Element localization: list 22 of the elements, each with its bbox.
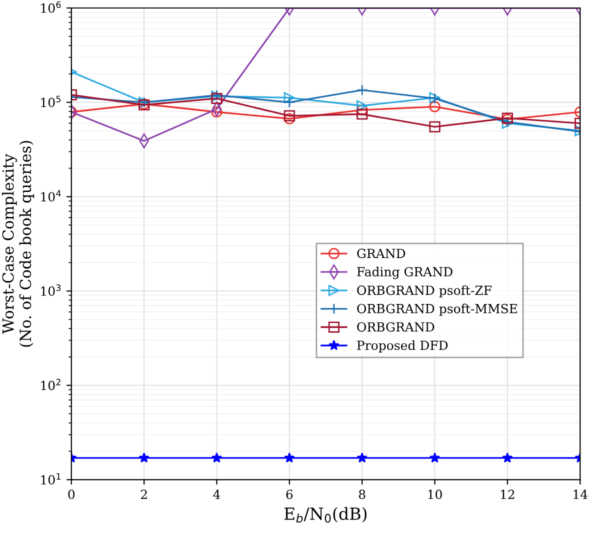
x-tick-label: 4 [213, 490, 220, 499]
legend-label: GRAND [357, 248, 406, 258]
x-tick-label: 14 [574, 490, 588, 499]
legend-label: ORBGRAND psoft-MMSE [357, 304, 517, 316]
y-tick-label: 10$^{2}$ [41, 378, 60, 390]
x-tick-label: 6 [286, 490, 293, 500]
legend-label: Fading GRAND [357, 266, 452, 280]
y-tick-label: 10$^{1}$ [41, 473, 60, 485]
y-tick-label: 10$^{3}$ [41, 284, 61, 296]
x-tick-label: 0 [68, 490, 75, 500]
x-tick-label: 12 [501, 490, 514, 499]
y-tick-label: 10$^{5}$ [41, 96, 61, 108]
y-tick-label: 10$^{4}$ [41, 190, 61, 202]
legend-label: ORBGRAND [357, 322, 434, 332]
x-tick-label: 8 [358, 490, 366, 500]
x-axis-title: E$_{b}$/N$_{0}$(dB) [284, 507, 367, 523]
y-tick-label: 10$^{6}$ [41, 1, 61, 13]
x-tick-label: 10 [428, 490, 442, 500]
legend-label: Proposed DFD [357, 340, 448, 352]
legend-label: ORBGRAND psoft-ZF [357, 285, 492, 298]
x-tick-label: 2 [140, 490, 147, 499]
y-axis-title: Worst-Case Complexity (No. of Code book queries) [2, 140, 34, 347]
